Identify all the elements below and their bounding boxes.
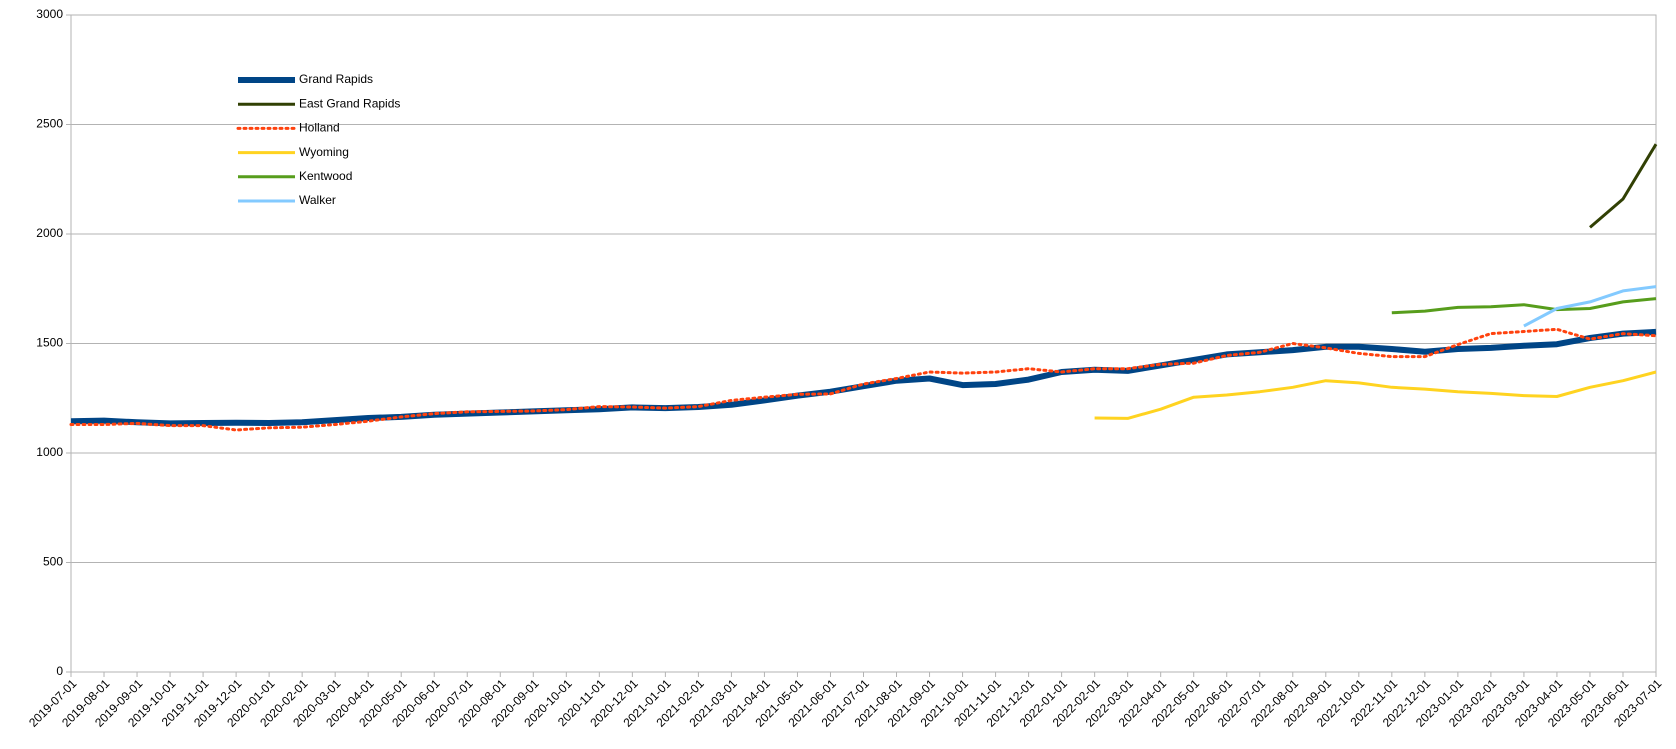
legend-label: Holland — [299, 121, 340, 135]
y-tick-label: 1000 — [36, 445, 63, 459]
y-tick-label: 2000 — [36, 226, 63, 240]
series-line — [70, 328, 1657, 427]
legend-label: Grand Rapids — [299, 72, 373, 86]
legend-label: Kentwood — [299, 169, 352, 183]
series-line — [1589, 143, 1658, 229]
y-tick-label: 0 — [56, 664, 63, 678]
series-line — [1094, 370, 1657, 420]
series-line — [1523, 285, 1657, 328]
y-tick-label: 1500 — [36, 336, 63, 350]
series-line — [1391, 297, 1657, 315]
legend-label: Wyoming — [299, 145, 349, 159]
y-tick-label: 2500 — [36, 117, 63, 131]
y-tick-label: 500 — [43, 555, 63, 569]
legend-label: East Grand Rapids — [299, 96, 400, 110]
y-tick-label: 3000 — [36, 7, 63, 21]
legend-label: Walker — [299, 193, 336, 207]
series-line — [69, 327, 1658, 432]
